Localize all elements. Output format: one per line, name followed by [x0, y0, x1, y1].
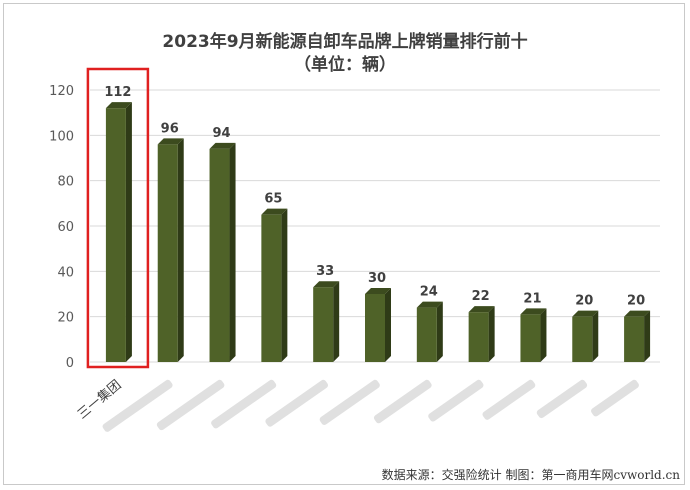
y-tick-label: 100: [49, 129, 74, 144]
data-label: 112: [104, 85, 131, 100]
bar: [624, 316, 645, 362]
bar-top: [468, 306, 495, 313]
bar-side: [592, 310, 599, 362]
bar-side: [436, 301, 443, 362]
y-tick-label: 20: [57, 311, 74, 326]
data-label: 94: [212, 126, 230, 141]
bar-side: [488, 306, 495, 362]
bar: [313, 287, 334, 362]
bar-side: [333, 281, 340, 362]
bar-top: [209, 142, 236, 149]
chart-subtitle: （单位：辆）: [294, 55, 396, 75]
y-tick-label: 120: [49, 84, 74, 99]
bar-top: [313, 281, 340, 288]
data-label: 20: [575, 294, 593, 309]
bar-top: [520, 308, 547, 315]
blurred-category-label: [428, 379, 484, 422]
bar-side: [540, 308, 547, 362]
bar-top: [416, 301, 443, 308]
y-tick-label: 80: [57, 175, 74, 190]
bar: [416, 307, 437, 362]
source-note: 数据来源：交强险统计 制图：第一商用车网cvworld.cn: [382, 466, 680, 483]
blurred-category-label: [373, 379, 432, 424]
bar-top: [624, 310, 651, 317]
bar: [261, 214, 282, 362]
y-tick-label: 40: [57, 265, 74, 280]
blurred-category-label: [102, 379, 173, 432]
bar-side: [644, 310, 651, 362]
blurred-category-label: [265, 379, 329, 427]
bar-top: [105, 102, 132, 109]
data-label: 22: [472, 289, 490, 304]
blurred-category-label: [319, 379, 380, 425]
data-label: 96: [161, 121, 179, 136]
data-label: 20: [627, 294, 645, 309]
source-text: 数据来源：交强险统计 制图：第一商用车网: [381, 468, 614, 482]
bar: [468, 312, 489, 362]
bar: [520, 314, 541, 362]
bar-side: [229, 142, 236, 362]
bar-side: [177, 138, 184, 362]
bar: [572, 316, 593, 362]
data-label: 33: [316, 264, 334, 279]
bar: [365, 294, 385, 362]
bar: [105, 108, 126, 362]
y-tick-label: 0: [66, 356, 74, 371]
bar: [157, 144, 178, 362]
highlight-box: [86, 67, 150, 369]
bar-side: [125, 102, 132, 362]
bar-top: [365, 288, 391, 294]
blurred-category-label: [156, 379, 225, 431]
data-label: 24: [420, 285, 438, 300]
bar: [209, 148, 230, 362]
bar-side: [281, 208, 288, 362]
chart-title: 2023年9月新能源自卸车品牌上牌销量排行前十: [162, 32, 528, 52]
bar-top: [157, 138, 184, 145]
watermark-text: cvworld.cn: [613, 468, 680, 482]
blurred-category-label: [591, 379, 639, 417]
blurred-category-label: [482, 379, 536, 420]
blurred-category-label: [536, 379, 588, 419]
data-label: 30: [368, 271, 386, 286]
data-label: 21: [523, 291, 541, 306]
data-label: 65: [264, 192, 282, 207]
bar-top: [261, 208, 288, 215]
blurred-category-label: [211, 379, 277, 429]
bar-top: [572, 310, 599, 317]
y-tick-label: 60: [57, 220, 74, 235]
bar-side: [385, 288, 391, 362]
